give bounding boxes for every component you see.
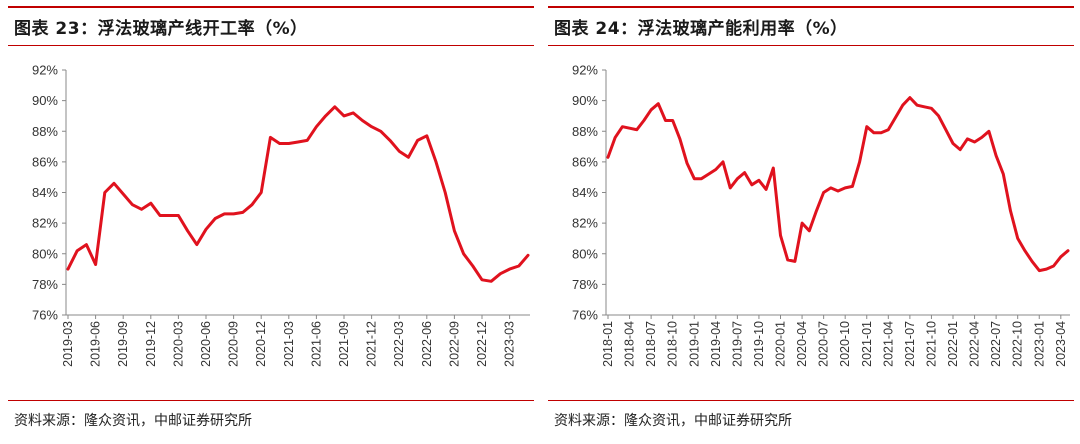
line-chart-capacity-utilization: 92% 90% 88% 86% 84% 82% 80% 78% 76%2018-01 2018-0… xyxy=(572,63,1070,367)
x-tick-label: 2019-07 xyxy=(730,321,744,367)
y-tick-label: 90% xyxy=(32,93,58,108)
x-tick-label: 2019-10 xyxy=(752,321,766,367)
x-tick-label: 2019-09 xyxy=(116,321,130,367)
x-tick-label: 2020-04 xyxy=(795,321,809,367)
x-tick-label: 2021-10 xyxy=(924,321,938,367)
x-tick-label: 2021-06 xyxy=(309,321,323,367)
x-tick-label: 2020-01 xyxy=(774,321,788,367)
y-tick-label: 90% xyxy=(572,93,598,108)
x-tick-label: 2022-07 xyxy=(989,321,1003,367)
chart-title: 图表 24：浮法玻璃产能利用率（%） xyxy=(554,19,848,39)
y-tick-label: 84% xyxy=(572,185,598,200)
chart-panel-right: 图表 24：浮法玻璃产能利用率（%） 92% 90% 88% 86% 84% 82% 80%… xyxy=(548,0,1074,444)
series-line xyxy=(606,96,1070,273)
x-tick-label: 2022-09 xyxy=(447,321,461,367)
y-tick-label: 76% xyxy=(572,308,598,323)
header-rule xyxy=(8,6,534,8)
x-tick-label: 2020-03 xyxy=(171,321,185,367)
x-tick-label: 2022-01 xyxy=(946,321,960,367)
y-tick-label: 88% xyxy=(572,124,598,139)
y-tick-label: 82% xyxy=(32,216,58,231)
chart-panel-left: 图表 23：浮法玻璃产线开工率（%） 92% 90% 88% 86% 84% 82% 80%… xyxy=(8,0,534,444)
y-tick-label: 88% xyxy=(32,124,58,139)
header-rule xyxy=(548,6,1074,8)
x-tick-label: 2018-10 xyxy=(666,321,680,367)
footer-rule xyxy=(548,400,1074,401)
y-tick-label: 80% xyxy=(572,246,598,261)
x-tick-label: 2021-12 xyxy=(365,321,379,367)
y-tick-label: 82% xyxy=(572,216,598,231)
y-tick-label: 80% xyxy=(32,246,58,261)
x-tick-label: 2023-04 xyxy=(1054,321,1068,367)
x-tick-label: 2022-04 xyxy=(968,321,982,367)
x-tick-label: 2018-07 xyxy=(644,321,658,367)
x-tick-label: 2020-09 xyxy=(227,321,241,367)
title-rule xyxy=(548,45,1074,46)
x-tick-label: 2021-03 xyxy=(282,321,296,367)
y-tick-label: 92% xyxy=(572,63,598,78)
x-tick-label: 2019-01 xyxy=(687,321,701,367)
y-tick-label: 86% xyxy=(572,154,598,169)
x-tick-label: 2023-03 xyxy=(503,321,517,367)
x-tick-label: 2022-10 xyxy=(1011,321,1025,367)
x-tick-label: 2022-03 xyxy=(392,321,406,367)
series-line xyxy=(66,105,530,283)
x-tick-label: 2021-09 xyxy=(337,321,351,367)
footer-rule xyxy=(8,400,534,401)
x-tick-label: 2021-04 xyxy=(881,321,895,367)
title-rule xyxy=(8,45,534,46)
y-tick-label: 86% xyxy=(32,154,58,169)
y-tick-label: 92% xyxy=(32,63,58,78)
x-tick-label: 2019-06 xyxy=(89,321,103,367)
source-note: 资料来源：隆众资讯，中邮证券研究所 xyxy=(554,413,792,429)
x-tick-label: 2019-03 xyxy=(61,321,75,367)
chart-title: 图表 23：浮法玻璃产线开工率（%） xyxy=(14,19,308,39)
y-tick-label: 78% xyxy=(32,277,58,292)
x-tick-label: 2022-06 xyxy=(420,321,434,367)
x-tick-label: 2018-04 xyxy=(623,321,637,367)
x-tick-label: 2019-04 xyxy=(709,321,723,367)
x-tick-label: 2020-07 xyxy=(817,321,831,367)
x-tick-label: 2020-12 xyxy=(254,321,268,367)
x-tick-label: 2020-10 xyxy=(838,321,852,367)
x-tick-label: 2021-01 xyxy=(860,321,874,367)
x-tick-label: 2021-07 xyxy=(903,321,917,367)
y-tick-label: 76% xyxy=(32,308,58,323)
x-tick-label: 2022-12 xyxy=(475,321,489,367)
x-tick-label: 2019-12 xyxy=(144,321,158,367)
y-tick-label: 78% xyxy=(572,277,598,292)
y-tick-label: 84% xyxy=(32,185,58,200)
x-tick-label: 2023-01 xyxy=(1032,321,1046,367)
x-tick-label: 2018-01 xyxy=(601,321,615,367)
line-chart-operating-rate: 92% 90% 88% 86% 84% 82% 80% 78% 76%2019-03 2019-0… xyxy=(32,63,530,367)
x-tick-label: 2020-06 xyxy=(199,321,213,367)
source-note: 资料来源：隆众资讯，中邮证券研究所 xyxy=(14,413,252,429)
